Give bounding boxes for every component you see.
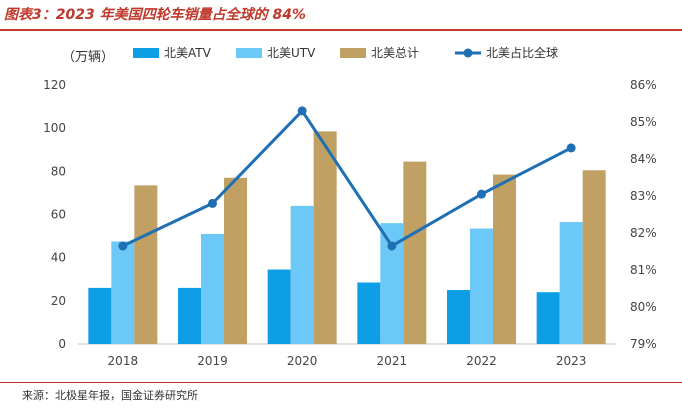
share-point	[477, 189, 486, 199]
y-right-tick-label: 79%	[630, 337, 657, 351]
bar	[178, 287, 201, 344]
share-point	[118, 241, 128, 251]
axes: 0 20 40 60 80 100 120 79% 80% 81% 82% 83% 84% 85% 86% 2…	[43, 78, 657, 368]
legend-label: 北美总计	[371, 46, 419, 60]
y-right-tick-label: 80%	[630, 300, 657, 314]
y-right-tick-label: 86%	[630, 78, 657, 92]
bar	[447, 290, 470, 344]
share-point	[387, 241, 397, 251]
y-left-tick-label: 60	[51, 208, 66, 222]
y-left-tick-label: 20	[51, 294, 66, 308]
y-right-tick-label: 84%	[630, 152, 657, 166]
bar	[493, 174, 516, 344]
y-right-tick-label: 83%	[630, 189, 657, 203]
legend-swatch	[340, 48, 366, 58]
bar	[134, 185, 158, 344]
y-left-tick-label: 120	[43, 78, 66, 92]
legend-label: 北美ATV	[164, 46, 212, 60]
bar	[582, 170, 606, 344]
x-tick-label: 2022	[466, 354, 497, 368]
y-left-tick-label: 80	[51, 164, 66, 178]
bars	[88, 131, 606, 344]
y-left-tick-label: 40	[51, 251, 66, 265]
y-left-tick-label: 100	[43, 121, 66, 135]
bar	[290, 205, 314, 344]
share-point	[566, 143, 576, 153]
legend-swatch	[133, 48, 159, 58]
bar	[403, 161, 427, 344]
x-tick-label: 2018	[108, 354, 139, 368]
title-divider	[0, 29, 682, 31]
y-right-tick-label: 85%	[630, 115, 657, 129]
share-point	[208, 198, 217, 208]
y-right-tick-label: 82%	[630, 226, 657, 240]
unit-label: （万辆）	[62, 50, 114, 65]
bar	[357, 282, 381, 344]
bar	[313, 131, 337, 344]
bar	[111, 241, 135, 344]
bar	[470, 228, 493, 344]
chart-title: 图表3：2023 年美国四轮车销量占全球的 84%	[4, 7, 306, 23]
y-right-tick-label: 81%	[630, 263, 657, 277]
share-line-path	[122, 109, 572, 248]
bar	[380, 223, 404, 344]
x-tick-label: 2019	[197, 354, 228, 368]
share-point	[297, 106, 307, 116]
bar	[201, 233, 224, 344]
y-left-tick-label: 0	[58, 337, 66, 351]
legend-swatch	[236, 48, 262, 58]
x-tick-label: 2023	[556, 354, 587, 368]
bar	[224, 177, 247, 344]
source-divider	[0, 382, 682, 383]
legend-label: 北美UTV	[267, 46, 316, 60]
legend-marker	[463, 48, 473, 58]
x-tick-label: 2021	[377, 354, 408, 368]
share-line	[118, 106, 576, 251]
source-note: 来源：北极星年报，国金证券研究所	[22, 389, 198, 402]
bar	[559, 222, 583, 344]
legend: 北美ATV 北美UTV 北美总计 北美占比全球	[133, 45, 558, 60]
bar	[536, 292, 560, 344]
legend-label: 北美占比全球	[486, 45, 558, 60]
chart-svg: （万辆） 北美ATV 北美UTV 北美总计 北美占比全球 0 20 40 60 80 100 12…	[43, 45, 657, 368]
bar	[88, 287, 112, 344]
bar	[267, 269, 291, 344]
x-tick-label: 2020	[287, 354, 318, 368]
